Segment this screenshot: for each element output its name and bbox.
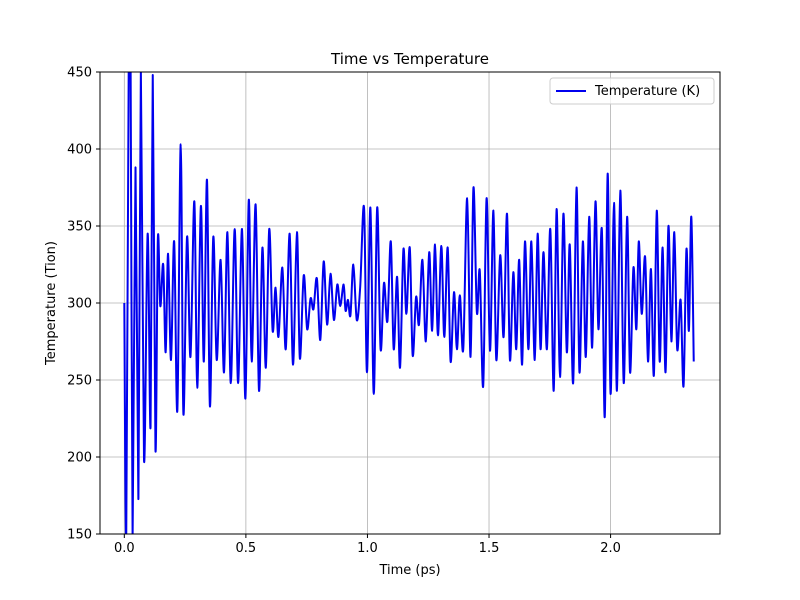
y-tick-label: 250 <box>67 374 92 389</box>
y-tick-label: 350 <box>67 220 92 235</box>
x-tick-label: 1.0 <box>357 541 378 556</box>
y-tick-label: 400 <box>67 143 92 158</box>
y-axis-label: Temperature (Tion) <box>44 241 59 366</box>
x-tick-label: 1.5 <box>479 541 500 556</box>
y-tick-label: 200 <box>67 451 92 466</box>
legend-label: Temperature (K) <box>594 84 700 99</box>
axis-ticks: 0.0 0.5 1.0 1.5 2.0 150 200 250 300 350 400 450 <box>67 66 621 557</box>
x-tick-label: 0.5 <box>236 541 257 556</box>
legend: Temperature (K) <box>549 77 715 105</box>
x-axis-label: Time (ps) <box>378 563 440 578</box>
temperature-series-line <box>123 72 695 534</box>
y-tick-label: 150 <box>67 528 92 543</box>
x-tick-label: 0.0 <box>114 541 135 556</box>
y-tick-label: 300 <box>67 297 92 312</box>
y-tick-label: 450 <box>67 66 92 81</box>
legend-box <box>549 77 715 105</box>
chart-title: Time vs Temperature <box>330 50 489 68</box>
x-tick-label: 2.0 <box>600 541 621 556</box>
